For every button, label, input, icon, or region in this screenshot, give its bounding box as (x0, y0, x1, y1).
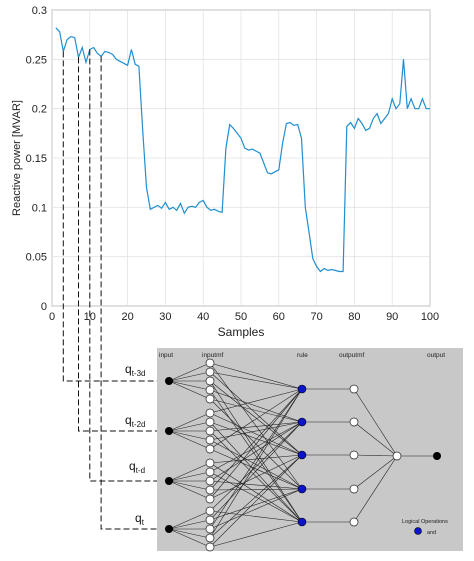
x-tick-label: 10 (84, 311, 96, 323)
chart-grid (51, 9, 431, 307)
input-mf-node (205, 358, 215, 368)
rule-node (297, 384, 307, 394)
input-mf-node (205, 458, 215, 468)
input-mf-node (205, 524, 215, 534)
column-label-output: output (427, 352, 445, 359)
dashed-connector (100, 56, 165, 530)
y-axis-label: Reactive power [MVAR] (11, 100, 23, 216)
input-label-q-t-d: qt-d (129, 459, 145, 475)
input-mf-node (205, 515, 215, 525)
network-nodes (165, 358, 441, 552)
input-labels: qt-3d qt-2d qt-d qt (125, 362, 145, 527)
input-mf-node (205, 542, 215, 552)
input-mf-node (205, 376, 215, 386)
input-mf-node (205, 385, 215, 395)
x-tick-label: 40 (197, 311, 209, 323)
input-node (165, 377, 173, 385)
reactive-power-series-line (55, 27, 430, 273)
output-mf-node (349, 384, 359, 394)
input-mf-node (205, 417, 215, 427)
input-label-q-t: qt (135, 511, 145, 527)
rule-node (297, 517, 307, 527)
output-mf-node (349, 417, 359, 427)
rule-node (297, 484, 307, 494)
x-tick-label: 70 (310, 311, 322, 323)
x-tick-label: 20 (121, 311, 133, 323)
input-mf-node (205, 485, 215, 495)
y-tick-label: 0.2 (32, 104, 47, 116)
output-node (433, 452, 441, 460)
output-mf-node (349, 450, 359, 460)
x-axis-label: Samples (218, 325, 265, 339)
legend-title: Logical Operations (402, 519, 448, 525)
x-tick-label: 50 (235, 311, 247, 323)
y-tick-label: 0.15 (26, 153, 47, 165)
input-mf-node (205, 444, 215, 454)
x-tick-label: 30 (159, 311, 171, 323)
output-mf-node (349, 517, 359, 527)
x-tick-label: 0 (49, 311, 55, 323)
y-tick-label: 0.25 (26, 54, 47, 66)
anfis-diagram: input inputmf rule outputmf output Logic… (157, 348, 463, 552)
x-tick-label: 60 (273, 311, 285, 323)
aggregation-node (392, 451, 402, 461)
dashed-connector (89, 49, 165, 482)
input-mf-node (205, 367, 215, 377)
input-node (165, 427, 173, 435)
legend-and-label: and (427, 530, 436, 536)
input-node (165, 525, 173, 533)
dashed-connector (62, 51, 165, 382)
x-tick-label: 100 (421, 311, 439, 323)
x-tick-label: 90 (386, 311, 398, 323)
legend-and-marker (414, 527, 422, 535)
input-mf-node (205, 467, 215, 477)
input-mf-node (205, 435, 215, 445)
y-tick-label: 0.3 (32, 5, 47, 17)
input-node (165, 477, 173, 485)
y-tick-label: 0.05 (26, 252, 47, 264)
column-label-inputmf: inputmf (202, 352, 224, 359)
input-mf-node (205, 394, 215, 404)
network-edges (168, 362, 437, 548)
input-mf-node (205, 506, 215, 516)
output-mf-node (349, 484, 359, 494)
input-mf-node (205, 408, 215, 418)
column-label-outputmf: outputmf (339, 352, 364, 359)
input-mf-node (205, 533, 215, 543)
rule-node (297, 417, 307, 427)
input-mf-node (205, 476, 215, 486)
dashed-connectors (62, 49, 165, 530)
input-mf-node (205, 494, 215, 504)
y-tick-label: 0 (41, 301, 47, 313)
x-tick-label: 80 (348, 311, 360, 323)
y-tick-label: 0.1 (32, 202, 47, 214)
input-label-q-t-2d: qt-2d (125, 413, 145, 429)
input-label-q-t-3d: qt-3d (125, 362, 145, 378)
column-label-input: input (159, 352, 173, 359)
column-label-rule: rule (297, 352, 308, 359)
chart-series (55, 27, 430, 273)
rule-node (297, 450, 307, 460)
reactive-power-chart: 0 10 20 30 40 50 60 70 80 90 100 0 0.05 0.1 0.15 0.2 0.2… (11, 5, 439, 339)
dashed-connector (78, 57, 165, 432)
chart-ticks: 0 10 20 30 40 50 60 70 80 90 100 0 0.05 0.1 0.15 0.2 0.2… (26, 5, 440, 323)
input-mf-node (205, 426, 215, 436)
